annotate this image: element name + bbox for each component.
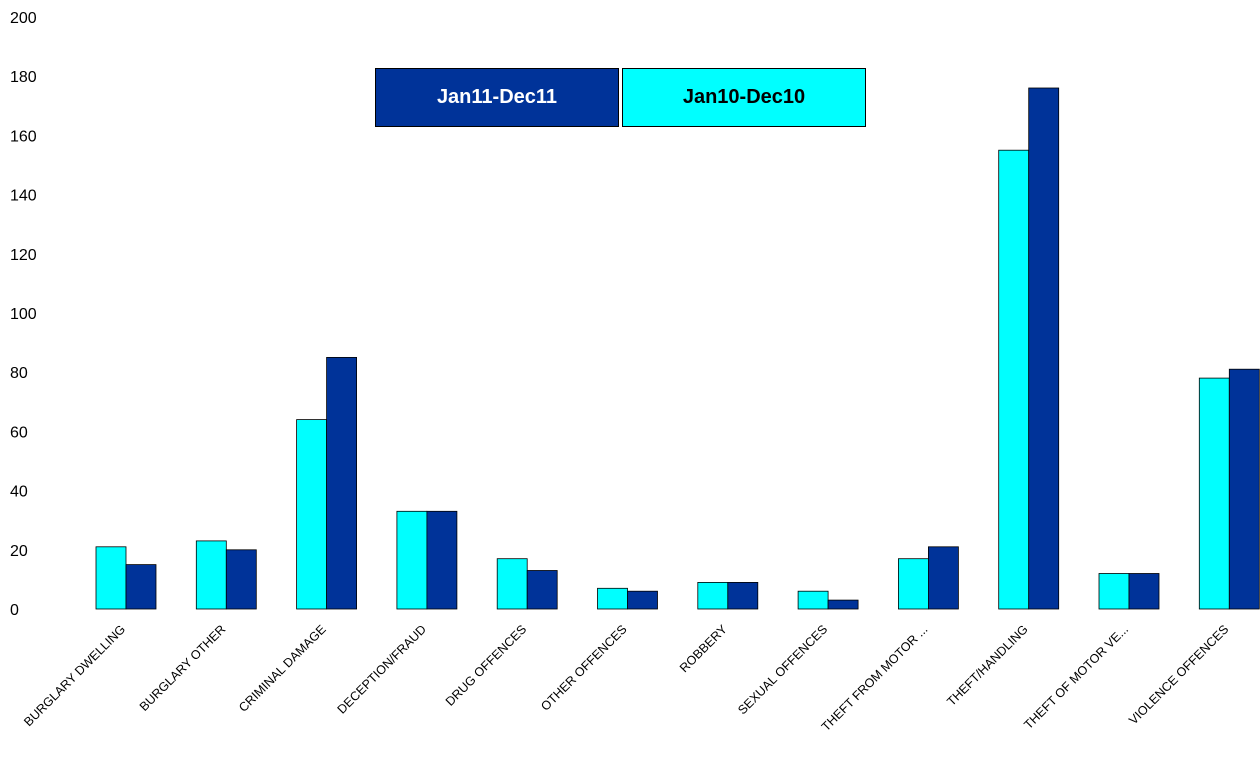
y-tick-label: 60 xyxy=(10,424,28,441)
x-category-label: THEFT OF MOTOR VE... xyxy=(1021,622,1131,732)
bar-series-0-cat-10 xyxy=(1098,573,1130,610)
y-tick-label: 200 xyxy=(10,10,37,27)
legend-item-jan11-dec11: Jan11-Dec11 xyxy=(375,68,619,127)
bar-series-0-cat-8 xyxy=(898,558,929,610)
chart-bars xyxy=(95,87,1260,610)
bar-series-1-cat-7 xyxy=(827,599,859,610)
bar-series-0-cat-9 xyxy=(998,149,1030,610)
bar-series-1-cat-8 xyxy=(928,546,959,610)
y-tick-label: 120 xyxy=(10,247,37,264)
bar-series-1-cat-11 xyxy=(1228,368,1260,610)
bar-series-0-cat-11 xyxy=(1198,377,1230,610)
legend-label-jan11-dec11: Jan11-Dec11 xyxy=(436,86,558,108)
bar-series-0-cat-2 xyxy=(296,419,328,610)
bar-series-1-cat-0 xyxy=(125,564,157,610)
y-tick-label: 180 xyxy=(10,69,37,86)
bar-series-0-cat-5 xyxy=(597,587,628,610)
x-category-label: THEFT/HANDLING xyxy=(944,622,1031,709)
x-category-label: THEFT FROM MOTOR ... xyxy=(819,622,931,734)
y-tick-label: 140 xyxy=(10,188,37,205)
x-category-label: SEXUAL OFFENCES xyxy=(735,622,830,717)
y-tick-label: 0 xyxy=(10,602,19,619)
x-category-label: ROBBERY xyxy=(677,622,730,675)
bar-series-0-cat-3 xyxy=(396,510,428,610)
bar-series-1-cat-2 xyxy=(326,356,358,610)
bar-series-0-cat-4 xyxy=(496,558,528,610)
x-category-label: OTHER OFFENCES xyxy=(538,622,629,713)
bar-series-0-cat-0 xyxy=(95,546,127,610)
y-tick-label: 20 xyxy=(10,543,28,560)
x-category-label: BURGLARY DWELLING xyxy=(21,622,128,729)
bar-series-1-cat-10 xyxy=(1128,573,1160,610)
bar-series-0-cat-7 xyxy=(797,590,829,610)
x-category-label: CRIMINAL DAMAGE xyxy=(236,622,329,715)
bar-series-1-cat-9 xyxy=(1028,87,1060,610)
bar-series-0-cat-1 xyxy=(195,540,227,610)
x-category-label: DECEPTION/FRAUD xyxy=(335,622,429,716)
x-category-label: DRUG OFFENCES xyxy=(443,622,530,709)
legend-item-jan10-dec10: Jan10-Dec10 xyxy=(622,68,866,127)
y-axis-tick-labels: 0 20 40 60 80 100 120 140 160 180 200 xyxy=(10,10,37,619)
x-category-label: BURGLARY OTHER xyxy=(137,622,229,714)
bar-series-1-cat-6 xyxy=(727,582,759,610)
y-tick-label: 160 xyxy=(10,128,37,145)
y-tick-label: 80 xyxy=(10,365,28,382)
y-tick-label: 40 xyxy=(10,484,28,501)
bar-series-1-cat-4 xyxy=(526,570,558,610)
x-axis-category-labels: BURGLARY DWELLING BURGLARY OTHER CRIMINAL … xyxy=(21,622,1231,734)
x-category-label: VIOLENCE OFFENCES xyxy=(1126,622,1231,727)
bar-series-1-cat-1 xyxy=(225,549,257,610)
y-tick-label: 100 xyxy=(10,306,37,323)
bar-series-1-cat-3 xyxy=(426,510,458,610)
legend-label-jan10-dec10: Jan10-Dec10 xyxy=(682,86,806,108)
bar-series-1-cat-5 xyxy=(627,590,658,610)
bar-series-0-cat-6 xyxy=(697,582,729,610)
